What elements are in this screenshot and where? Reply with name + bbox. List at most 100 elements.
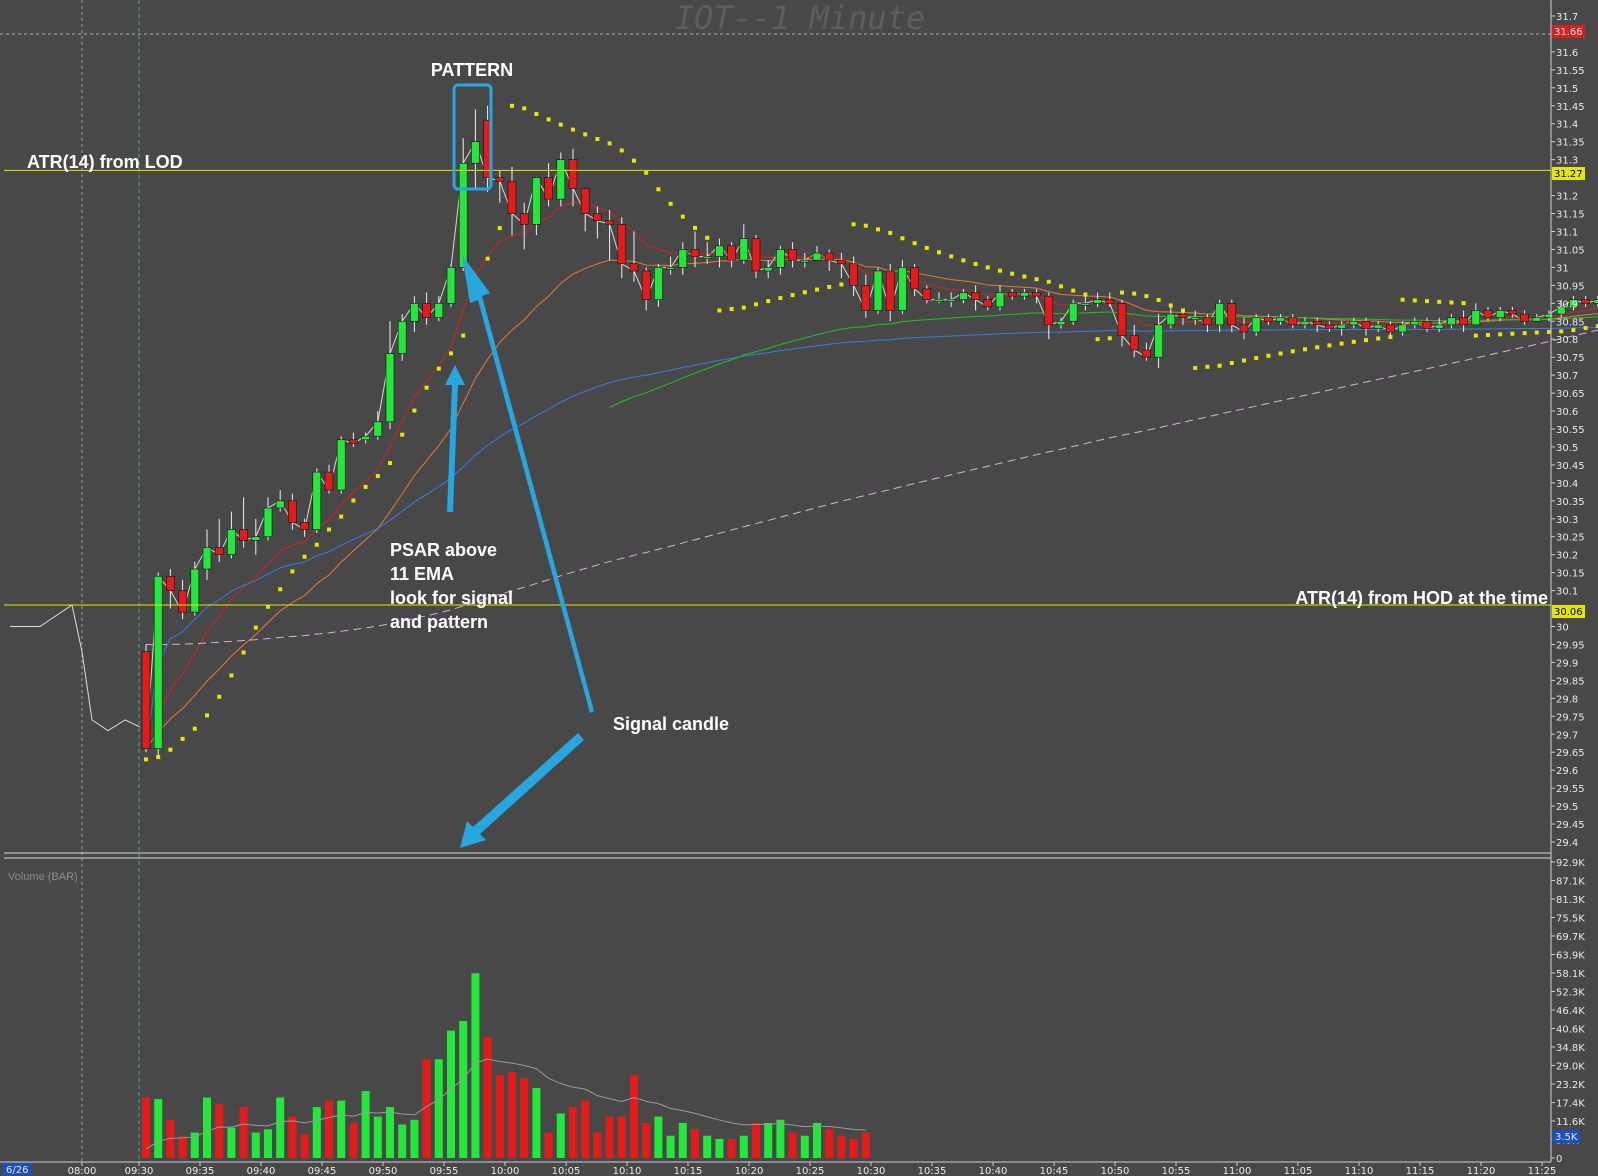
- time-tick-label: 10:35: [918, 1166, 947, 1176]
- candle-body-up: [1471, 310, 1481, 326]
- price-tick-label: 30.65: [1556, 389, 1585, 400]
- last-price-marker: 31.66: [1554, 27, 1583, 38]
- price-tick-label: 31.55: [1556, 66, 1585, 77]
- candle-body-down: [861, 285, 871, 311]
- candle-body-up: [312, 471, 322, 530]
- price-tick-label: 31.05: [1556, 245, 1585, 256]
- psar-dot: [1315, 345, 1320, 350]
- psar-dot: [1034, 277, 1039, 282]
- candle-body-down: [324, 471, 334, 491]
- volume-bar: [410, 1119, 419, 1158]
- price-tick-label: 30.8: [1556, 335, 1578, 346]
- psar-dot: [741, 305, 746, 310]
- ema-20-line: [145, 258, 1598, 749]
- candle-body-up: [434, 303, 444, 318]
- candle-body-up: [1447, 317, 1456, 326]
- candle-body-up: [446, 267, 456, 304]
- price-tick-label: 30.9: [1556, 299, 1578, 310]
- volume-bar: [264, 1129, 272, 1158]
- price-tick-label: 30.7: [1556, 371, 1578, 382]
- price-tick-label: 30.25: [1556, 533, 1585, 544]
- psar-dot: [912, 241, 917, 246]
- atr-lod-label: ATR(14) from LOD: [27, 152, 183, 172]
- candle-body-up: [1434, 324, 1444, 329]
- volume-bar: [422, 1059, 431, 1158]
- volume-bar: [617, 1116, 626, 1158]
- volume-bar: [776, 1119, 785, 1158]
- candle-body-down: [1007, 292, 1017, 297]
- time-tick-label: 10:00: [491, 1166, 520, 1176]
- volume-tick-label: 75.5K: [1556, 914, 1585, 925]
- volume-tick-label: 87.1K: [1556, 877, 1585, 888]
- volume-bar: [788, 1132, 797, 1158]
- candle-body-down: [629, 263, 639, 272]
- volume-bar: [666, 1135, 675, 1158]
- psar-dot: [1107, 336, 1112, 341]
- volume-tick-label: 52.3K: [1556, 988, 1585, 999]
- date-label-bg: [2, 1163, 32, 1175]
- price-tick-label: 29.7: [1556, 730, 1578, 741]
- candle-body-down: [885, 270, 895, 311]
- candle-body-down: [1312, 320, 1322, 326]
- psar-dot: [1022, 274, 1027, 279]
- psar-dot: [1120, 290, 1124, 295]
- volume-bar: [764, 1122, 773, 1158]
- psar-dot: [1571, 328, 1576, 333]
- candle-body-down: [1459, 317, 1468, 326]
- psar-dot: [863, 223, 868, 228]
- time-tick-label: 11:15: [1406, 1166, 1435, 1176]
- candle-body-up: [776, 249, 785, 268]
- psar-dot: [363, 484, 368, 489]
- candle-body-up: [995, 292, 1005, 308]
- candle-body-down: [641, 270, 651, 301]
- price-tick-label: 29.95: [1556, 640, 1585, 651]
- candle-body-down: [1422, 320, 1432, 329]
- candle-body-down: [214, 547, 224, 555]
- price-tick-label: 31.7: [1556, 12, 1578, 23]
- time-tick-label: 10:25: [796, 1166, 825, 1176]
- price-tick-label: 31.15: [1556, 210, 1585, 221]
- psar-dot: [644, 170, 649, 175]
- volume-tick-label: 81.3K: [1556, 895, 1585, 906]
- candle-body-up: [1276, 317, 1285, 322]
- psar-label-line-1: PSAR above: [390, 540, 497, 560]
- candle-body-down: [1508, 310, 1517, 315]
- volume-bar: [483, 1036, 492, 1158]
- volume-bar: [349, 1122, 358, 1158]
- time-tick-label: 09:45: [308, 1166, 337, 1176]
- psar-dot: [461, 333, 466, 338]
- psar-dot: [778, 296, 783, 301]
- psar-dot: [1071, 288, 1076, 293]
- candle-body-up: [1166, 313, 1176, 326]
- psar-dot: [1437, 299, 1442, 304]
- candle-body-down: [1288, 317, 1298, 326]
- price-tick-label: 30.95: [1556, 281, 1585, 292]
- candle-body-up: [812, 252, 822, 261]
- candle-body-up: [763, 267, 773, 272]
- price-tick-label: 29.4: [1556, 838, 1578, 849]
- price-tick-label: 29.5: [1556, 802, 1578, 813]
- psar-dot: [1486, 332, 1490, 337]
- psar-dot: [1364, 338, 1368, 343]
- psar-dot: [1083, 292, 1088, 297]
- candle-body-up: [800, 259, 810, 263]
- volume-bar: [508, 1071, 516, 1158]
- candle-body-down: [690, 249, 700, 257]
- candle-body-up: [361, 435, 370, 441]
- psar-dot: [1412, 298, 1417, 303]
- volume-tick-label: 29.0K: [1556, 1062, 1585, 1073]
- price-tick-label: 29.85: [1556, 676, 1585, 687]
- psar-dot: [1156, 298, 1161, 303]
- psar-dot: [729, 307, 734, 312]
- candle-body-down: [617, 223, 627, 265]
- candle-body-down: [1105, 299, 1115, 304]
- psar-dot: [180, 736, 185, 741]
- psar-dot: [1205, 364, 1210, 369]
- candle-body-up: [373, 421, 383, 437]
- psar-dot: [1229, 361, 1234, 366]
- candle-body-down: [910, 267, 919, 290]
- candle-body-up: [471, 141, 480, 164]
- psar-dot: [253, 625, 258, 630]
- psar-dot: [1400, 297, 1405, 302]
